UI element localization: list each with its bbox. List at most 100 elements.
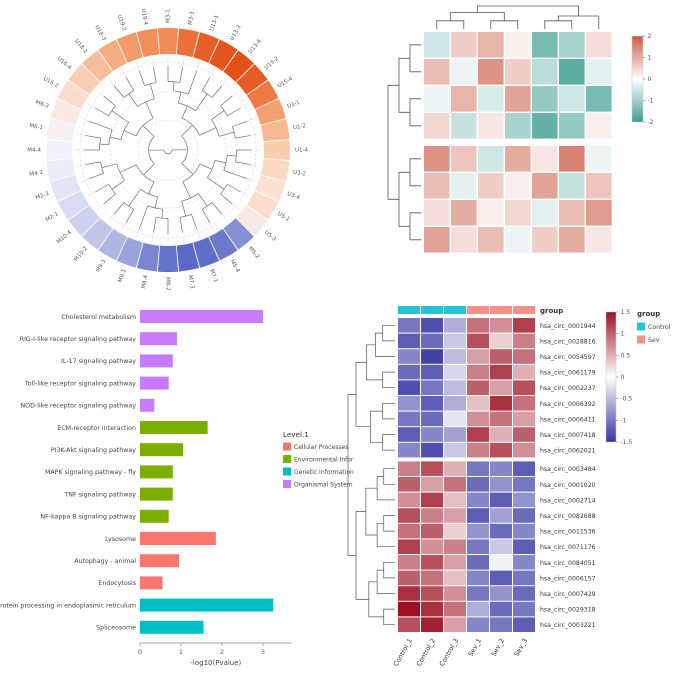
path-shape: [383, 561, 395, 579]
line-shape: [153, 67, 157, 83]
colorbar-tick-label: -1.5: [621, 439, 633, 446]
ring-segment: [193, 32, 220, 63]
heatmap-cell: [421, 333, 443, 349]
leaf-connector: [210, 68, 216, 77]
path-shape: [370, 410, 383, 443]
heatmap-cell: [444, 555, 466, 570]
line-shape: [227, 183, 241, 193]
heatmap-cell: [444, 523, 466, 539]
line-shape: [181, 163, 194, 175]
leaf-connector: [241, 102, 250, 108]
heatmap-cell: [444, 617, 466, 632]
heatmap-cell: [421, 555, 443, 570]
bar: [140, 398, 155, 412]
heatmap-cell: [444, 380, 466, 395]
leaf-connector: [120, 68, 126, 77]
line-shape: [95, 183, 109, 193]
sample-label: M8-2: [165, 277, 171, 291]
colorbar-tick-label: -1: [648, 98, 654, 105]
line-shape: [101, 163, 117, 169]
heatmap-cell: [532, 113, 558, 139]
path-shape: [409, 212, 421, 241]
line-shape: [220, 95, 233, 107]
heatmap-cell: [532, 227, 558, 253]
heatmap-cell: [490, 349, 512, 364]
line-shape: [113, 202, 125, 215]
circular-clustered-heatmap-panel: M3-1 M3-3 U13-1 U13-3 U13-4 U15-2 U15-4 U1-1 U1-…: [0, 0, 340, 300]
path-shape: [557, 15, 600, 29]
path-shape: [120, 122, 129, 140]
heatmap-cell: [467, 380, 489, 395]
sample-label: U1-4: [295, 148, 309, 154]
heatmap-cell: [467, 318, 489, 333]
heatmap-cell: [490, 364, 512, 380]
heatmap-cell: [505, 113, 531, 139]
path-shape: [382, 434, 395, 451]
heatmap-cell: [490, 492, 512, 508]
line-shape: [149, 83, 155, 99]
heatmap-cell: [513, 333, 535, 349]
path-shape: [178, 102, 196, 111]
line-shape: [123, 130, 137, 137]
heatmap-cell: [586, 32, 612, 58]
bar: [140, 554, 179, 568]
heatmap-cell: [490, 617, 512, 632]
category-label: NF-kappa B signaling pathway: [40, 514, 136, 521]
line-shape: [201, 77, 211, 91]
category-label: PI3K-Akt signaling pathway: [51, 447, 136, 454]
row-label: hsa_circ_0002714: [540, 497, 596, 504]
leaf-connector: [182, 57, 185, 67]
line-shape: [111, 110, 129, 123]
sample-heatmap-panel: 2 1 0 -1 -2: [340, 0, 676, 300]
sample-label: U16-4: [56, 56, 73, 72]
line-shape: [161, 209, 164, 219]
category-label: RIG-I-like receptor signaling pathway: [20, 336, 137, 343]
bar: [140, 332, 177, 346]
heatmap-cell: [467, 411, 489, 427]
ring-segment: [223, 50, 254, 82]
category-label: NOD-like receptor signaling pathway: [20, 403, 136, 410]
heatmap-cell: [467, 349, 489, 364]
heatmap-cell: [398, 318, 420, 333]
annotation-title: group: [540, 307, 563, 315]
path-shape: [207, 160, 216, 178]
sample-label: M4-4: [27, 148, 41, 154]
ring-segment: [68, 205, 100, 236]
heatmap-cell: [444, 586, 466, 601]
heatmap-cell: [513, 492, 535, 508]
sample-label: M3-3: [188, 10, 196, 25]
line-shape: [85, 135, 101, 139]
ring-segment: [263, 139, 290, 161]
sample-label: M9-1: [118, 268, 128, 283]
path-shape: [123, 90, 134, 98]
heatmap-cell: [490, 523, 512, 539]
heatmap-cell: [398, 539, 420, 554]
heatmap-cell: [451, 146, 477, 172]
path-shape: [398, 171, 410, 227]
path-shape: [436, 20, 465, 29]
legend-label: Genetic Information: [294, 469, 354, 476]
heatmap-cell: [586, 59, 612, 85]
sample-label: U5-1: [276, 211, 290, 223]
line-shape: [227, 107, 241, 117]
heatmap-cell: [421, 570, 443, 586]
row-label: hsa_circ_0061179: [540, 370, 596, 377]
line-shape: [191, 214, 198, 230]
sample-label: U19-2: [116, 14, 127, 32]
colorbar-tick-label: 1: [621, 331, 625, 338]
category-label: TNF signaling pathway: [63, 491, 136, 498]
row-label: hsa_circ_0054597: [540, 354, 596, 361]
leaf-connector: [196, 61, 201, 71]
heatmap-cell: [444, 492, 466, 508]
heatmap-cell: [444, 570, 466, 586]
legend-label: Organismal System: [294, 482, 353, 489]
line-shape: [88, 120, 113, 131]
row-label: hsa_circ_0001020: [540, 482, 596, 489]
line-shape: [181, 124, 193, 137]
line-shape: [227, 154, 237, 157]
ring-segment: [223, 218, 254, 250]
heatmap-cell: [451, 227, 477, 253]
category-label: Protein processing in endoplasmic reticu…: [0, 602, 136, 609]
heatmap-cell: [505, 227, 531, 253]
